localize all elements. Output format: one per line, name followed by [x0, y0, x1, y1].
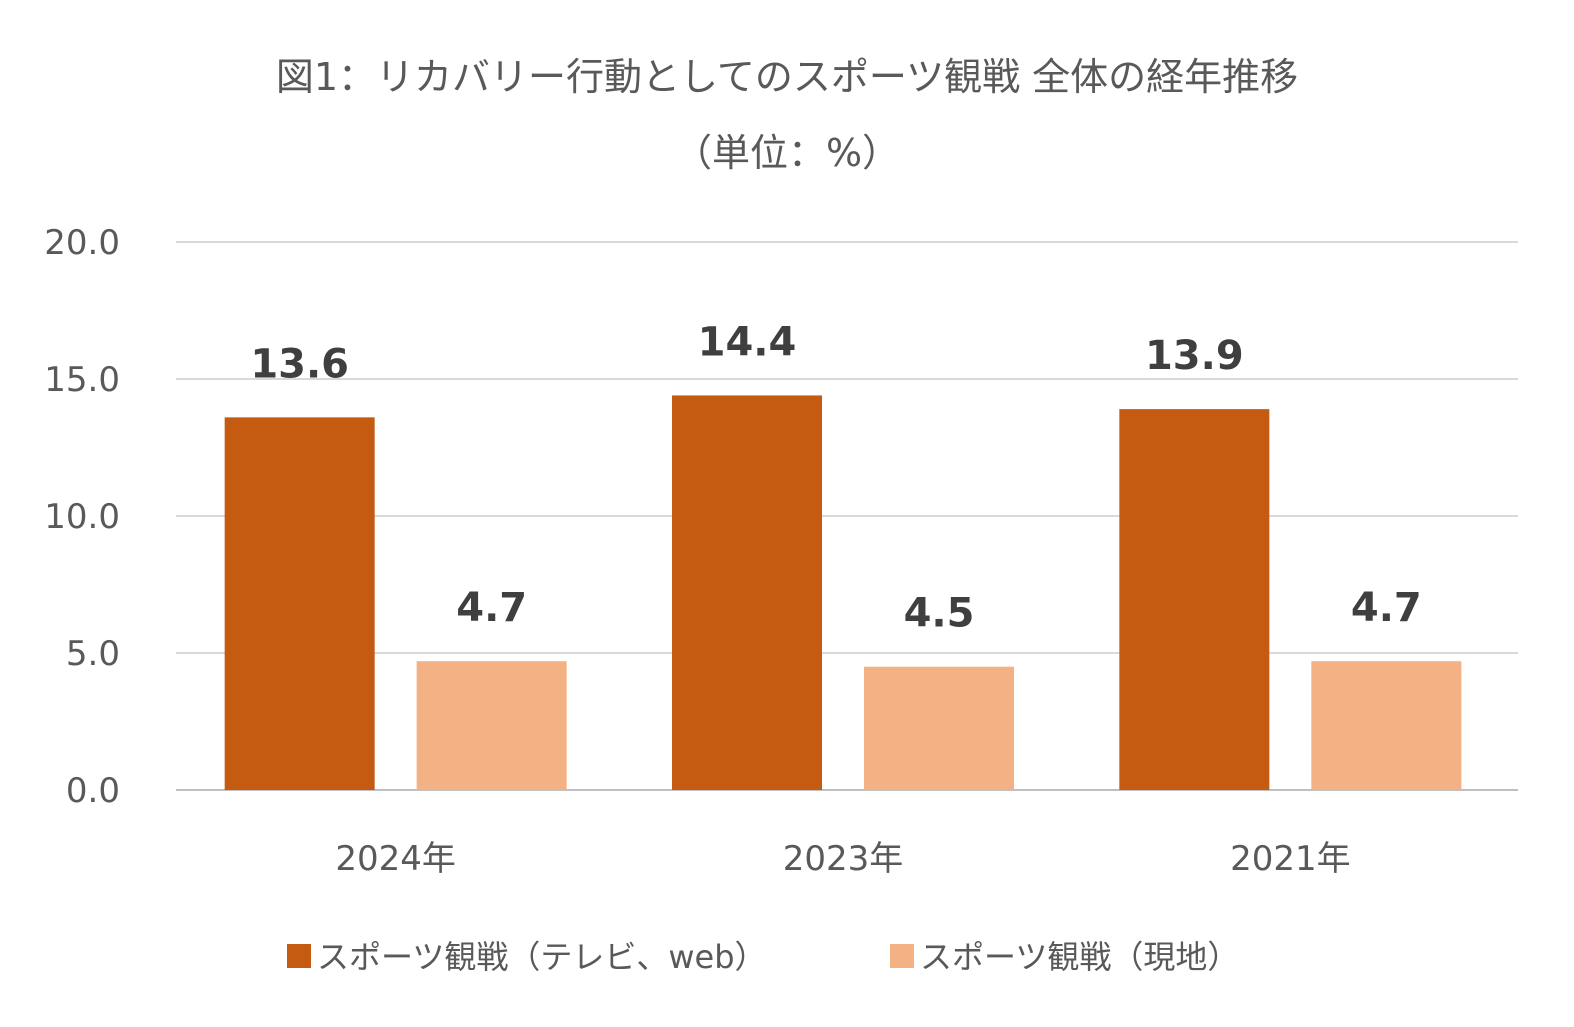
data-label: 14.4	[698, 319, 797, 365]
bar-onsite	[416, 661, 567, 790]
data-labels: 13.6 4.7 14.4 4.5 13.9 4.7	[250, 319, 1421, 636]
x-category-label: 2023年	[783, 839, 904, 879]
y-tick-label: 10.0	[44, 497, 120, 537]
chart-title: 図1：リカバリー行動としてのスポーツ観戦 全体の経年推移	[276, 55, 1298, 99]
bars	[224, 395, 1462, 790]
x-axis-categories: 2024年 2023年 2021年	[335, 839, 1350, 879]
legend-label: スポーツ観戦（現地）	[920, 938, 1239, 976]
gridlines	[176, 241, 1518, 791]
data-label: 13.6	[250, 341, 349, 387]
legend-swatch	[287, 944, 311, 968]
bar-tv-web	[224, 417, 375, 790]
x-category-label: 2024年	[335, 839, 456, 879]
chart-subtitle: （単位：%）	[674, 131, 900, 175]
bar-onsite	[1311, 661, 1462, 790]
data-label: 4.5	[904, 591, 975, 637]
y-tick-label: 0.0	[66, 771, 120, 811]
bar-onsite	[864, 666, 1014, 790]
legend: スポーツ観戦（テレビ、web） スポーツ観戦（現地）	[287, 938, 1239, 976]
data-label: 13.9	[1145, 333, 1244, 379]
x-category-label: 2021年	[1230, 839, 1351, 879]
y-axis-ticks: 0.0 5.0 10.0 15.0 20.0	[44, 223, 120, 811]
y-tick-label: 20.0	[44, 223, 120, 263]
data-label: 4.7	[1351, 585, 1422, 631]
y-tick-label: 5.0	[66, 634, 120, 674]
legend-swatch	[890, 944, 914, 968]
y-tick-label: 15.0	[44, 360, 120, 400]
legend-label: スポーツ観戦（テレビ、web）	[317, 938, 767, 976]
data-label: 4.7	[456, 585, 527, 631]
bar-tv-web	[1119, 409, 1270, 790]
bar-tv-web	[672, 395, 822, 790]
